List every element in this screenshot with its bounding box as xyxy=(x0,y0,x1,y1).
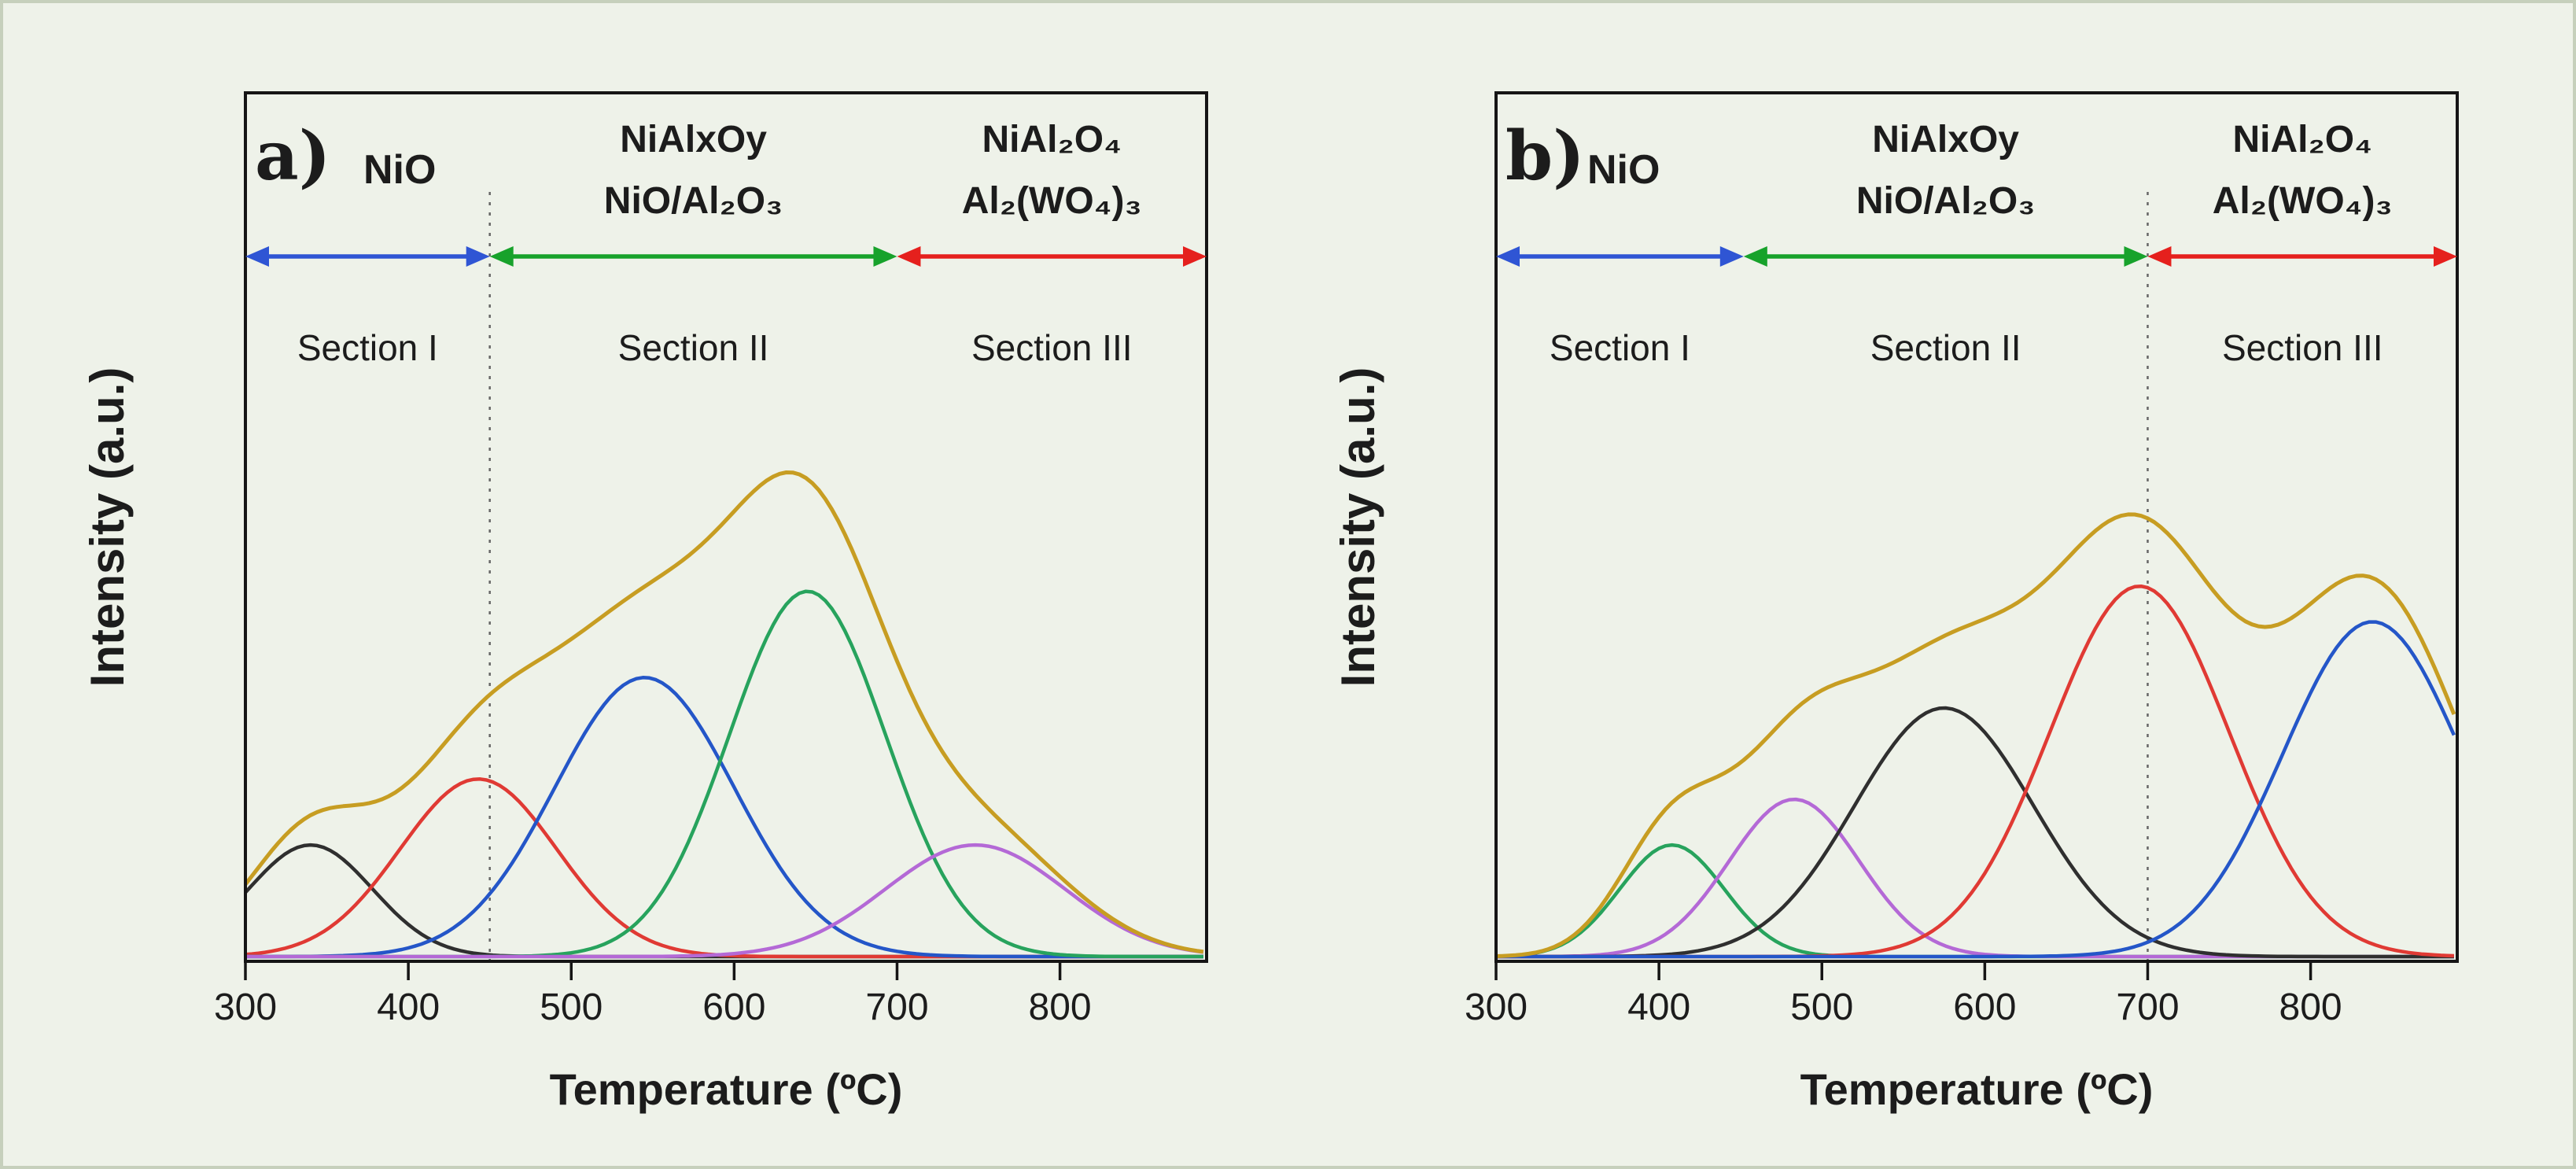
section-label-2: Section II xyxy=(618,327,769,368)
chart-panel-a: 300 400 500 600 700 800 Section I NiO Section II… xyxy=(49,20,1260,1145)
section-label-3: Section III xyxy=(2222,327,2383,368)
x-axis-label: Temperature (ºC) xyxy=(1800,1064,2154,1114)
species-label-section2-line1: NiAlxOy xyxy=(620,119,767,160)
x-tick-label-800: 800 xyxy=(2279,986,2342,1028)
species-label-section2-line2: NiO/Al₂O₃ xyxy=(1856,180,2036,222)
species-label-section2-line2: NiO/Al₂O₃ xyxy=(604,180,783,222)
x-tick-label-400: 400 xyxy=(1627,986,1690,1028)
arrowhead-left-icon xyxy=(2147,246,2172,267)
x-axis-label: Temperature (ºC) xyxy=(550,1064,903,1114)
y-axis-label: Intensity (a.u.) xyxy=(81,367,134,688)
component-curve-4 xyxy=(1496,584,2454,959)
arrowhead-left-icon xyxy=(1496,246,1520,267)
arrowhead-right-icon xyxy=(1183,246,1207,267)
x-tick-label-300: 300 xyxy=(214,986,277,1028)
plot-frame xyxy=(244,91,1208,963)
x-tick-label-500: 500 xyxy=(1790,986,1853,1028)
species-label-section2-line1: NiAlxOy xyxy=(1872,119,2019,160)
envelope-curve xyxy=(1496,512,2456,958)
tpr-chart-b: 300 400 500 600 700 800 Section I NiO Section II… xyxy=(1332,91,2459,1114)
y-axis-label: Intensity (a.u.) xyxy=(1332,367,1384,688)
x-tick-label-600: 600 xyxy=(702,986,765,1028)
x-tick-label-300: 300 xyxy=(1465,986,1528,1028)
component-curve-3 xyxy=(245,676,1203,959)
species-label-section3-line2: Al₂(WO₄)₃ xyxy=(2213,180,2393,222)
arrowhead-left-icon xyxy=(489,246,514,267)
chart-panel-b: 300 400 500 600 700 800 Section I NiO Section II… xyxy=(1299,20,2511,1145)
arrowhead-left-icon xyxy=(1743,246,1767,267)
curves-group xyxy=(1496,512,2456,959)
section-label-3: Section III xyxy=(971,327,1133,368)
x-tick-label-800: 800 xyxy=(1029,986,1092,1028)
curves-group xyxy=(245,470,1204,959)
arrowhead-right-icon xyxy=(466,246,490,267)
component-curve-1 xyxy=(1496,843,2454,959)
component-curve-5 xyxy=(1496,620,2456,959)
arrowhead-left-icon xyxy=(897,246,921,267)
panel-letter: b) xyxy=(1505,116,1585,196)
species-label-section3-line2: Al₂(WO₄)₃ xyxy=(962,180,1142,222)
x-tick-label-700: 700 xyxy=(865,986,928,1028)
tpr-chart-a: 300 400 500 600 700 800 Section I NiO Section II… xyxy=(81,91,1208,1114)
section-label-1: Section I xyxy=(297,327,438,368)
envelope-curve xyxy=(245,470,1204,954)
component-curve-3 xyxy=(1496,706,2454,959)
plot-frame xyxy=(1494,91,2459,963)
arrowhead-right-icon xyxy=(2124,246,2148,267)
x-tick-label-400: 400 xyxy=(377,986,440,1028)
arrowhead-right-icon xyxy=(1719,246,1744,267)
species-label-section1: NiO xyxy=(1587,147,1660,193)
component-curve-4 xyxy=(245,589,1203,959)
species-label-section3-line1: NiAl₂O₄ xyxy=(982,119,1122,160)
x-tick-label-500: 500 xyxy=(540,986,603,1028)
arrowhead-right-icon xyxy=(873,246,897,267)
component-curve-2 xyxy=(1496,797,2454,959)
component-curve-5 xyxy=(245,843,1204,959)
section-label-1: Section I xyxy=(1550,327,1690,368)
x-tick-label-700: 700 xyxy=(2116,986,2179,1028)
component-curve-2 xyxy=(245,777,1203,959)
panel-letter: a) xyxy=(255,116,330,196)
section-label-2: Section II xyxy=(1870,327,2021,368)
species-label-section3-line1: NiAl₂O₄ xyxy=(2232,119,2372,160)
x-tick-label-600: 600 xyxy=(1953,986,2016,1028)
arrowhead-right-icon xyxy=(2434,246,2457,267)
arrowhead-left-icon xyxy=(245,246,269,267)
species-label-section1: NiO xyxy=(363,147,436,193)
